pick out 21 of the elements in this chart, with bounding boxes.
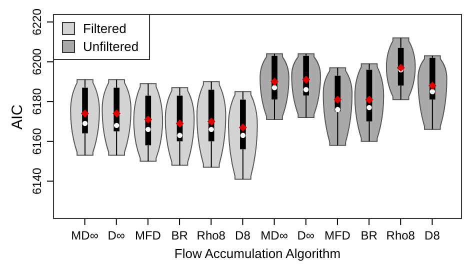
x-tick-label: D8	[235, 228, 251, 243]
y-tick-label: 6140	[30, 168, 44, 195]
x-tick-label: Rho8	[196, 228, 226, 243]
legend-label: Unfiltered	[83, 38, 139, 54]
x-tick-label: MD∞	[71, 228, 99, 243]
x-axis-title: Flow Accumulation Algorithm	[173, 246, 342, 262]
x-tick-label: BR	[171, 228, 188, 243]
y-axis-title: AIC	[9, 103, 27, 132]
y-tick-label: 6160	[30, 128, 44, 155]
x-tick-label: D∞	[297, 228, 315, 243]
y-tick-label: 6220	[30, 8, 44, 36]
x-tick-label: D∞	[108, 228, 126, 243]
y-tick-label: 6200	[30, 48, 44, 76]
x-tick-label: Rho8	[386, 228, 416, 243]
x-tick-label: BR	[360, 228, 378, 243]
x-tick-label: MD∞	[260, 228, 288, 243]
x-tick-label: MFD	[134, 228, 162, 243]
legend-label: Filtered	[83, 20, 126, 36]
x-tick-label: MFD	[324, 228, 351, 243]
y-tick-label: 6180	[30, 88, 44, 115]
x-tick-label: D8	[424, 228, 440, 243]
